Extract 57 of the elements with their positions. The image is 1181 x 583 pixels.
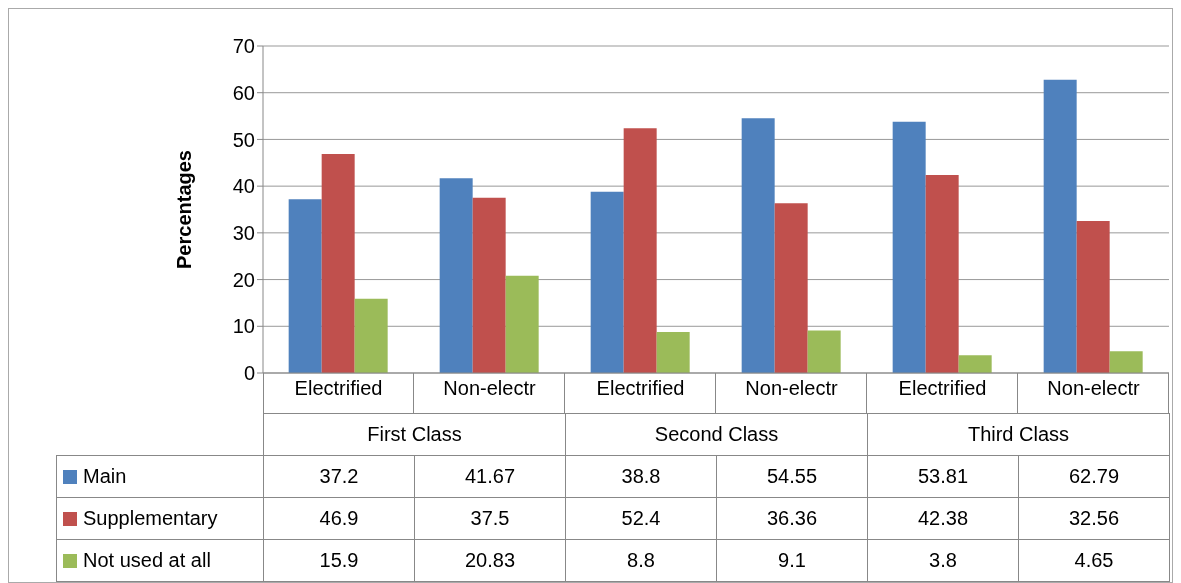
x-tick-label: Electrified	[596, 377, 685, 400]
bar	[1043, 79, 1077, 373]
y-tick-label: 20	[232, 268, 255, 291]
y-tick-label: 50	[232, 128, 255, 151]
bar	[354, 298, 388, 373]
data-label: 32.56	[1018, 497, 1170, 540]
data-label: 37.2	[263, 455, 415, 498]
bar	[925, 175, 959, 373]
data-label: 46.9	[263, 497, 415, 540]
bar	[807, 330, 841, 373]
data-label: 15.9	[263, 539, 415, 582]
x-tick-label: Non-electr	[745, 377, 838, 400]
data-label: 9.1	[716, 539, 868, 582]
y-tick-label: 10	[232, 315, 255, 338]
y-tick-label: 30	[232, 221, 255, 244]
data-label: 62.79	[1018, 455, 1170, 498]
data-label: 41.67	[414, 455, 566, 498]
data-label: 20.83	[414, 539, 566, 582]
data-label: 42.38	[867, 497, 1019, 540]
data-label: 52.4	[565, 497, 717, 540]
bar	[505, 275, 539, 373]
bar	[288, 199, 322, 373]
y-axis-title: Percentages	[173, 150, 196, 269]
legend-label: Main	[83, 465, 127, 488]
x-tick-label: Electrified	[294, 377, 383, 400]
bar	[958, 355, 992, 373]
bar	[623, 128, 657, 373]
x-tick-label: Non-electr	[1047, 377, 1140, 400]
data-label: 54.55	[716, 455, 868, 498]
y-tick-label: 70	[232, 35, 255, 58]
data-label: 8.8	[565, 539, 717, 582]
y-tick-label: 40	[232, 175, 255, 198]
legend-label: Not used at all	[83, 549, 211, 572]
data-label: 3.8	[867, 539, 1019, 582]
data-label: 38.8	[565, 455, 717, 498]
text: Third Class	[867, 413, 1170, 456]
y-tick-label: 60	[232, 81, 255, 104]
bar	[656, 331, 690, 373]
bar	[590, 191, 624, 373]
bar	[1076, 220, 1110, 373]
bar	[472, 197, 506, 373]
data-label: 36.36	[716, 497, 868, 540]
data-label: 4.65	[1018, 539, 1170, 582]
bar	[1109, 351, 1143, 373]
bar	[741, 118, 775, 373]
y-tick-label: 0	[243, 362, 255, 385]
text: Second Class	[565, 413, 868, 456]
bar	[892, 121, 926, 373]
x-tick-label: Non-electr	[443, 377, 536, 400]
x-tick-label: Electrified	[898, 377, 987, 400]
data-label: 37.5	[414, 497, 566, 540]
bar	[439, 178, 473, 373]
text: First Class	[263, 413, 566, 456]
bar	[321, 153, 355, 373]
bar	[774, 203, 808, 373]
legend-label: Supplementary	[83, 507, 218, 530]
data-label: 53.81	[867, 455, 1019, 498]
